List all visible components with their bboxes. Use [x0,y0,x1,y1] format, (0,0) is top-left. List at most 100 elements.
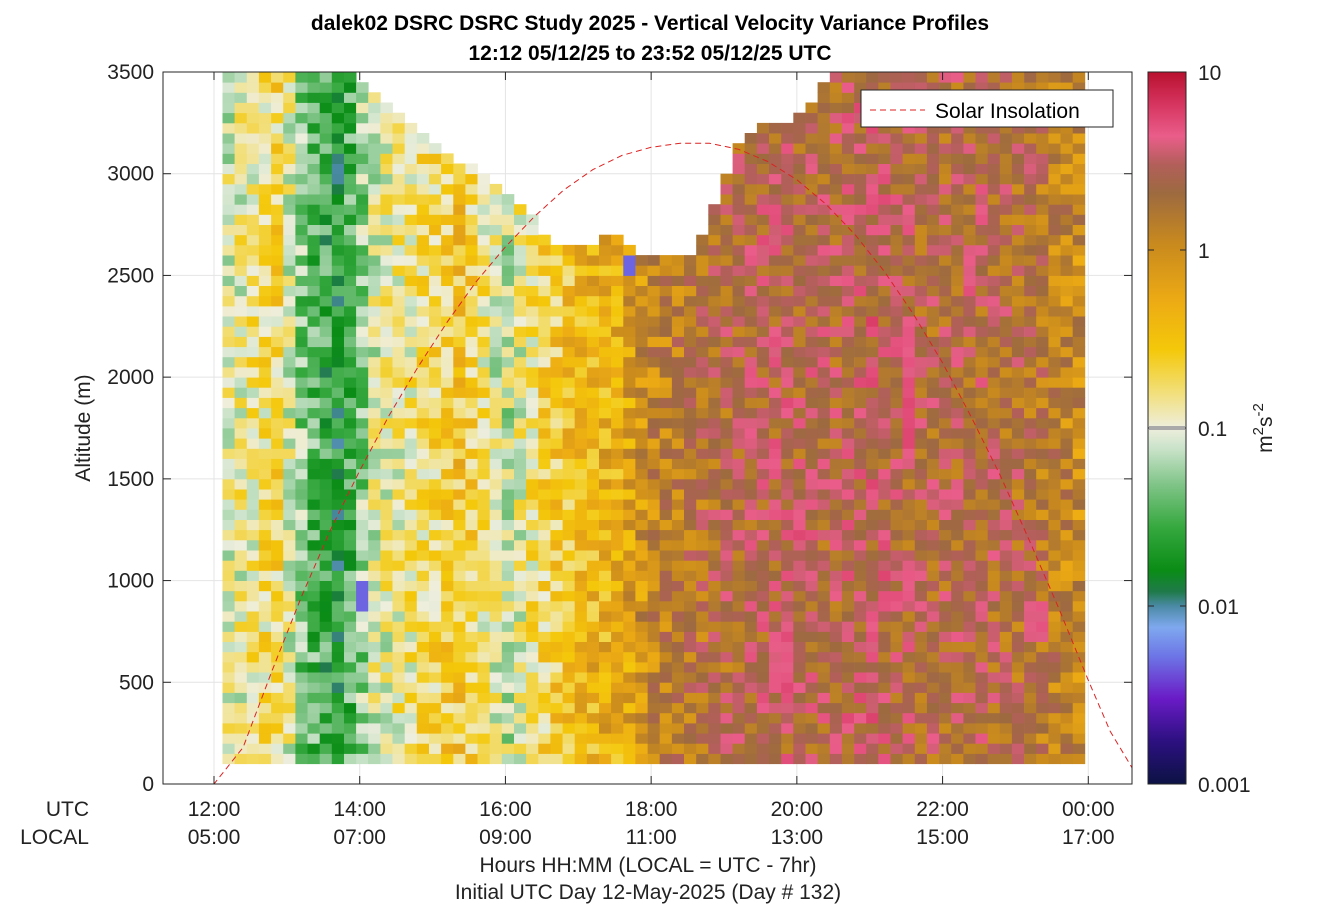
heatmap-cell [769,234,782,246]
heatmap-cell [574,499,588,510]
heatmap-cell [392,753,405,765]
heatmap-cell [429,458,442,470]
heatmap-cell [234,194,248,205]
heatmap-cell [756,743,770,754]
heatmap-cell [295,539,308,551]
heatmap-cell [671,468,685,480]
heatmap-cell [890,621,903,632]
heatmap-cell [416,661,430,673]
heatmap-cell [344,550,357,561]
heatmap-cell [1060,468,1073,480]
heatmap-cell [720,438,733,449]
heatmap-cell [429,194,442,205]
heatmap-cell [951,183,964,195]
heatmap-cell [392,499,405,510]
heatmap-cell [441,305,454,317]
heatmap-cell [744,641,758,653]
heatmap-cell [1011,489,1025,500]
heatmap-cell [999,651,1013,663]
heatmap-cell [635,387,648,398]
heatmap-cell [599,702,612,714]
heatmap-cell [866,641,879,653]
heatmap-cell [987,407,1001,419]
heatmap-cell [732,631,746,642]
heatmap-cell [599,234,612,246]
heatmap-cell [538,611,551,622]
heatmap-cell [720,183,733,195]
heatmap-cell [574,438,588,449]
heatmap-cell [696,692,709,704]
heatmap-cell [793,397,806,409]
heatmap-cell [1060,611,1073,622]
heatmap-cell [550,641,563,653]
heatmap-cell [380,407,393,419]
heatmap-cell [477,560,490,571]
heatmap-cell [599,468,612,480]
heatmap-cell [283,244,296,256]
heatmap-cell [416,346,430,358]
heatmap-cell [246,733,260,744]
heatmap-cell [951,560,964,571]
x-axis-label: Hours HH:MM (LOCAL = UTC - 7hr) [479,854,816,877]
heatmap-cell [647,305,661,317]
heatmap-cell [647,631,661,642]
heatmap-cell [404,611,418,622]
heatmap-cell [307,346,320,358]
heatmap-cell [538,509,551,520]
heatmap-cell [489,255,503,266]
heatmap-cell [356,316,369,327]
heatmap-cell [307,478,320,490]
heatmap-cell [684,275,697,286]
heatmap-cell [416,153,430,164]
heatmap-cell [331,600,345,612]
heatmap-cell [611,407,624,419]
heatmap-cell [732,295,746,307]
heatmap-cell [647,478,661,490]
heatmap-cell [599,295,612,307]
heatmap-cell [538,305,551,317]
heatmap-cell [1048,458,1061,470]
heatmap-cell [987,621,1001,632]
heatmap-cell [222,519,235,531]
heatmap-cell [635,753,648,765]
heatmap-cell [1024,712,1037,724]
heatmap-cell [319,153,333,164]
heatmap-cell [708,448,721,459]
heatmap-cell [854,661,867,673]
heatmap-cell [295,367,308,378]
heatmap-cell [841,72,855,83]
heatmap-cell [769,367,782,378]
heatmap-cell [890,275,903,286]
heatmap-cell [416,489,430,500]
heatmap-cell [744,448,758,459]
heatmap-cell [344,600,357,612]
heatmap-cell [744,702,758,714]
heatmap-cell [939,285,952,297]
heatmap-cell [368,611,381,622]
heatmap-cell [526,244,539,256]
heatmap-cell [635,367,648,378]
heatmap-cell [866,72,879,83]
heatmap-cell [817,661,831,673]
heatmap-cell [914,753,928,765]
heatmap-cell [489,560,503,571]
heatmap-cell [793,428,806,439]
heatmap-cell [1036,173,1049,185]
heatmap-cell [951,224,964,236]
heatmap-cell [902,570,916,581]
heatmap-cell [756,143,770,154]
heatmap-cell [732,672,746,683]
heatmap-cell [708,346,721,358]
heatmap-cell [854,346,867,358]
heatmap-cell [841,417,855,429]
heatmap-cell [441,702,454,714]
heatmap-cell [829,285,843,297]
heatmap-cell [514,407,527,419]
heatmap-cell [720,550,733,561]
heatmap-cell [538,682,551,693]
heatmap-cell [222,163,235,175]
heatmap-cell [331,122,345,134]
heatmap-cell [659,397,673,409]
heatmap-cell [1048,712,1061,724]
heatmap-cell [331,702,345,714]
